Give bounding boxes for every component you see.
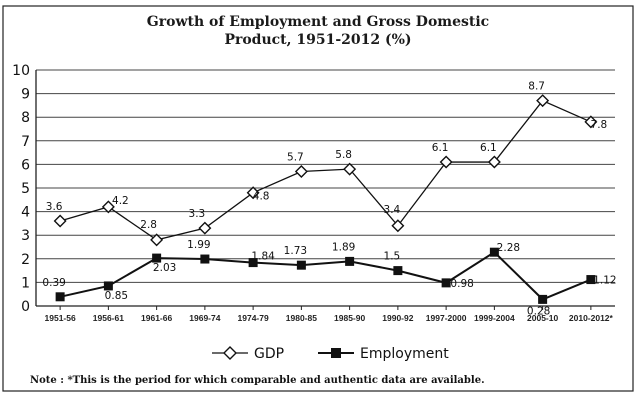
employment-point (393, 266, 403, 276)
employment-data-label: 1.89 (332, 241, 355, 253)
employment-data-label: 1.99 (187, 239, 210, 251)
employment-data-label: 0.85 (105, 290, 128, 302)
data-labels: 3.6 4.2 2.8 3.3 4.8 5.7 5.8 3.4 6.1 6.1 8.7 7.8 0.39… (42, 81, 616, 318)
employment-data-label: 2.03 (153, 262, 176, 274)
grid (36, 69, 615, 283)
x-tick-label: 1956-61 (93, 313, 124, 323)
employment-point (152, 253, 162, 263)
gdp-data-label: 3.3 (189, 208, 206, 220)
gdp-point (101, 200, 115, 214)
gdp-point (53, 214, 67, 228)
employment-data-label: 1.73 (284, 245, 307, 257)
x-tick-label: 1951-56 (45, 313, 76, 323)
y-tick-label: 8 (21, 110, 30, 126)
gdp-point (246, 186, 260, 200)
gdp-point (198, 221, 212, 235)
employment-point (248, 258, 258, 268)
gdp-point (391, 219, 405, 233)
y-tick-label: 1 (21, 275, 30, 291)
gdp-data-label: 5.8 (335, 149, 352, 161)
employment-point (345, 256, 355, 266)
y-tick-label: 5 (21, 181, 30, 197)
series (53, 94, 598, 304)
employment-point (296, 260, 306, 270)
y-tick-label: 10 (12, 63, 30, 79)
gdp-data-label: 3.6 (46, 201, 63, 213)
y-tick-label: 3 (21, 228, 30, 244)
y-tick-label: 0 (21, 299, 30, 315)
legend-label: GDP (254, 346, 284, 362)
gdp-point (536, 94, 550, 108)
y-tick-label: 7 (21, 134, 30, 150)
chart-title-line-1: Growth of Employment and Gross Domestic (147, 14, 489, 30)
x-tick-label: 1974-79 (238, 313, 269, 323)
employment-point (200, 254, 210, 264)
gdp-point (294, 164, 308, 178)
employment-data-label: 2.28 (497, 242, 520, 254)
gdp-data-label: 4.2 (112, 195, 129, 207)
employment-data-label: 1.12 (593, 275, 616, 287)
gdp-point (343, 162, 357, 176)
gdp-point (584, 115, 598, 129)
gdp-data-label: 3.4 (384, 204, 401, 216)
x-tick-label: 2010-2012* (569, 313, 614, 323)
y-axis-ticks: 0 1 2 3 4 5 6 7 8 9 10 (12, 63, 30, 315)
employment-data-label: 0.28 (527, 305, 550, 317)
y-tick-label: 9 (21, 87, 30, 103)
legend-label: Employment (360, 346, 449, 362)
employment-point (489, 247, 499, 257)
gdp-point (487, 155, 501, 169)
employment-line (59, 250, 592, 301)
employment-data-label: 1.5 (384, 251, 401, 263)
employment-data-label: 0.39 (42, 277, 65, 289)
gdp-data-label: 4.8 (253, 191, 270, 203)
gdp-point (439, 155, 453, 169)
employment-point (538, 294, 548, 304)
employment-data-label: 1.84 (251, 251, 275, 263)
employment-point (55, 292, 65, 302)
x-tick-label: 1980-85 (286, 313, 317, 323)
gdp-data-label: 7.8 (591, 119, 608, 131)
employment-point (441, 278, 451, 288)
x-tick-label: 1961-66 (141, 313, 172, 323)
figure-frame (2, 5, 634, 392)
x-tick-label: 1969-74 (189, 313, 220, 323)
x-tick-label: 2005-10 (527, 313, 558, 323)
gdp-data-label: 2.8 (140, 219, 157, 231)
chart-title-line-2: Product, 1951-2012 (%) (224, 32, 411, 48)
gdp-data-label: 5.7 (287, 151, 304, 163)
x-tick-label: 1985-90 (334, 313, 365, 323)
gdp-line (59, 99, 592, 241)
footnote: Note : *This is the period for which com… (30, 375, 485, 386)
x-tick-label: 1990-92 (382, 313, 413, 323)
legend-gdp-marker (223, 346, 237, 360)
legend-employment-marker (331, 348, 341, 358)
y-tick-label: 4 (21, 205, 30, 221)
x-tick-label: 1999-2004 (474, 313, 515, 323)
y-tick-label: 2 (21, 252, 30, 268)
gdp-data-label: 6.1 (480, 142, 497, 154)
legend: GDP Employment (212, 346, 449, 362)
gdp-point (150, 233, 164, 247)
x-axis-ticks: 1951-56 1956-61 1961-66 1969-74 1974-79 1980-… (45, 313, 614, 323)
employment-data-label: 0.98 (450, 278, 473, 290)
employment-point (103, 281, 113, 291)
gdp-data-label: 6.1 (432, 142, 449, 154)
axes (35, 70, 615, 310)
gdp-data-label: 8.7 (528, 81, 545, 93)
x-tick-label: 1997-2000 (426, 313, 467, 323)
employment-point (586, 275, 596, 285)
y-tick-label: 6 (21, 157, 30, 173)
